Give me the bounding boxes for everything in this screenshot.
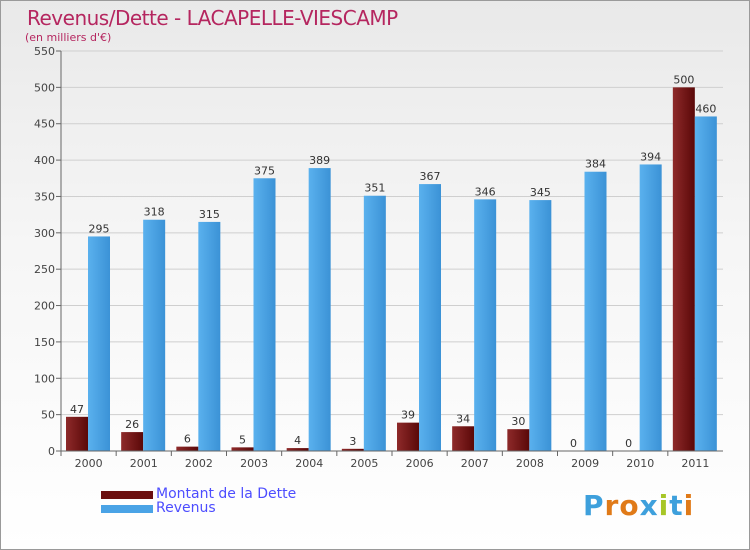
data-label: 0	[625, 437, 632, 450]
labels: 0501001502002503003504004505005502000472…	[34, 45, 716, 470]
bar-revenus	[308, 168, 331, 451]
x-tick-label: 2003	[240, 457, 268, 470]
x-tick-label: 2007	[461, 457, 489, 470]
bar-revenus	[363, 195, 386, 451]
data-label: 500	[673, 73, 694, 86]
bar-revenus	[694, 116, 717, 452]
data-label: 34	[456, 412, 470, 425]
data-label: 345	[530, 186, 551, 199]
bar-revenus	[474, 199, 497, 451]
x-tick-label: 2010	[626, 457, 654, 470]
y-tick-label: 250	[34, 263, 55, 276]
bar-dette	[176, 446, 199, 451]
data-label: 315	[199, 208, 220, 221]
data-label: 295	[89, 222, 110, 235]
data-label: 460	[695, 102, 716, 115]
x-tick-label: 2008	[516, 457, 544, 470]
y-tick-label: 100	[34, 372, 55, 385]
data-label: 0	[570, 437, 577, 450]
x-tick-label: 2005	[350, 457, 378, 470]
bar-dette	[452, 426, 475, 451]
bar-dette	[231, 447, 254, 451]
data-label: 389	[309, 154, 330, 167]
bars	[66, 87, 717, 452]
data-label: 367	[420, 170, 441, 183]
data-label: 47	[70, 403, 84, 416]
bar-revenus	[419, 184, 441, 451]
y-tick-label: 550	[34, 45, 55, 58]
logo-letter: r	[604, 489, 620, 522]
legend-swatch-revenus	[101, 505, 153, 513]
bar-dette	[672, 87, 695, 451]
data-label: 351	[364, 182, 385, 195]
logo-letter: t	[669, 489, 684, 522]
y-tick-label: 450	[34, 118, 55, 131]
y-tick-label: 500	[34, 81, 55, 94]
bar-dette	[121, 432, 144, 451]
bar-revenus	[198, 221, 221, 451]
data-label: 39	[401, 409, 415, 422]
chart-subtitle: (en milliers d'€)	[25, 31, 112, 44]
data-label: 26	[125, 418, 139, 431]
logo-letter: o	[619, 489, 640, 522]
bar-dette	[397, 422, 419, 451]
x-tick-label: 2004	[295, 457, 323, 470]
bar-revenus	[639, 164, 662, 452]
logo-letter: i	[683, 489, 695, 522]
bar-dette	[66, 416, 88, 451]
legend-swatch-dette	[101, 491, 153, 499]
data-label: 318	[144, 206, 165, 219]
data-label: 30	[511, 415, 525, 428]
x-tick-label: 2000	[75, 457, 103, 470]
data-label: 5	[239, 433, 246, 446]
chart-title: Revenus/Dette - LACAPELLE-VIESCAMP	[27, 6, 398, 30]
bar-revenus	[143, 219, 166, 451]
y-tick-label: 200	[34, 300, 55, 313]
logo-letter: x	[639, 489, 659, 522]
x-tick-label: 2009	[571, 457, 599, 470]
data-label: 346	[475, 185, 496, 198]
x-tick-label: 2002	[185, 457, 213, 470]
axes	[56, 50, 723, 456]
bar-revenus	[584, 171, 607, 451]
legend-label-dette: Montant de la Dette	[156, 486, 297, 502]
data-label: 394	[640, 150, 661, 163]
data-label: 3	[349, 435, 356, 448]
y-tick-label: 300	[34, 227, 55, 240]
y-tick-label: 400	[34, 154, 55, 167]
y-tick-label: 150	[34, 336, 55, 349]
bar-dette	[286, 448, 309, 451]
data-label: 4	[294, 434, 301, 447]
bar-revenus	[529, 200, 552, 451]
bar-dette	[341, 448, 364, 451]
x-tick-label: 2006	[406, 457, 434, 470]
logo-letter: i	[658, 489, 670, 522]
y-tick-label: 350	[34, 190, 55, 203]
proxiti-logo: Proxiti	[583, 489, 694, 522]
x-tick-label: 2001	[130, 457, 158, 470]
bar-revenus	[88, 236, 110, 451]
logo-letter: P	[583, 489, 605, 522]
y-tick-label: 0	[48, 445, 55, 458]
legend-label-revenus: Revenus	[156, 500, 216, 516]
y-tick-label: 50	[41, 409, 55, 422]
x-tick-label: 2011	[681, 457, 709, 470]
bar-dette	[507, 429, 530, 451]
data-label: 375	[254, 164, 275, 177]
bar-revenus	[253, 178, 276, 452]
data-label: 6	[184, 433, 191, 446]
data-label: 384	[585, 158, 606, 171]
